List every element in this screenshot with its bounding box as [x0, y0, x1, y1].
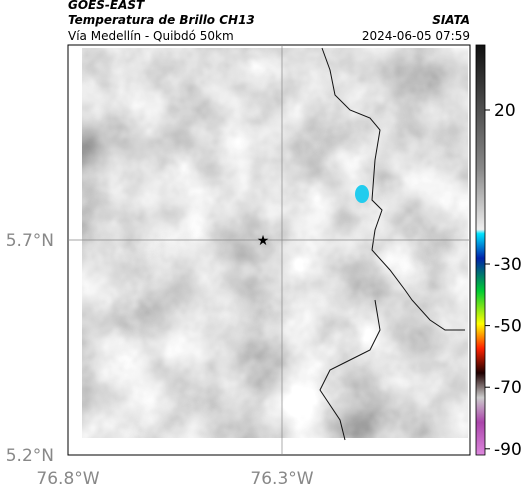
location-star: ★	[257, 233, 270, 249]
product: Temperatura de Brillo CH13	[68, 13, 255, 27]
colorbar-tick-label: 20	[494, 101, 516, 121]
colorbar-tick-label: -30	[494, 255, 522, 275]
colorbar-tick-label: -90	[494, 440, 522, 460]
source: GOES-EAST	[68, 0, 145, 12]
colorbar-tick-label: -50	[494, 317, 522, 337]
cold-cloud	[355, 185, 369, 203]
colorbar	[475, 44, 486, 456]
lon-tick-label: 76.8°W	[36, 469, 99, 489]
datetime: 2024-06-05 07:59	[362, 29, 470, 43]
border	[321, 47, 465, 331]
lon-tick-label: 76.3°W	[250, 469, 313, 489]
lat-tick-label: 5.7°N	[6, 231, 54, 251]
region: Vía Medellín - Quibdó 50km	[68, 29, 234, 43]
lat-tick-label: 5.2°N	[6, 446, 54, 466]
agency: SIATA	[432, 13, 470, 27]
border	[319, 299, 381, 441]
colorbar-tick-label: -70	[494, 378, 522, 398]
satellite-image	[82, 48, 468, 438]
